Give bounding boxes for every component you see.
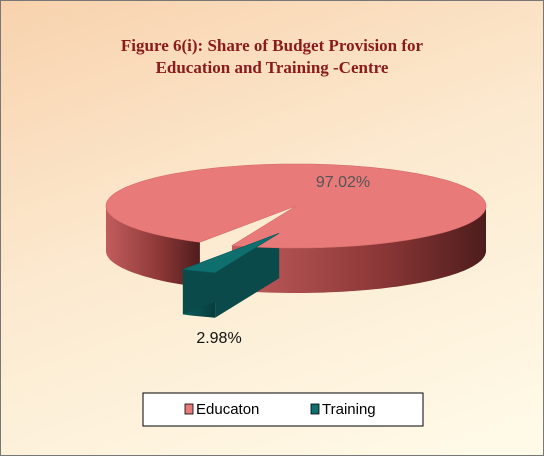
slice-side <box>232 206 486 293</box>
legend-swatch <box>310 403 320 415</box>
legend-label: Educaton <box>196 401 259 418</box>
slice <box>182 232 280 274</box>
legend-label: Training <box>322 401 376 418</box>
data-label: 2.98% <box>196 330 241 347</box>
slice <box>105 163 487 249</box>
chart-title: Figure 6(i): Share of Budget Provision f… <box>120 36 424 77</box>
legend-swatch <box>184 403 194 415</box>
data-label: 97.02% <box>316 174 370 191</box>
slice-cut <box>182 233 280 315</box>
